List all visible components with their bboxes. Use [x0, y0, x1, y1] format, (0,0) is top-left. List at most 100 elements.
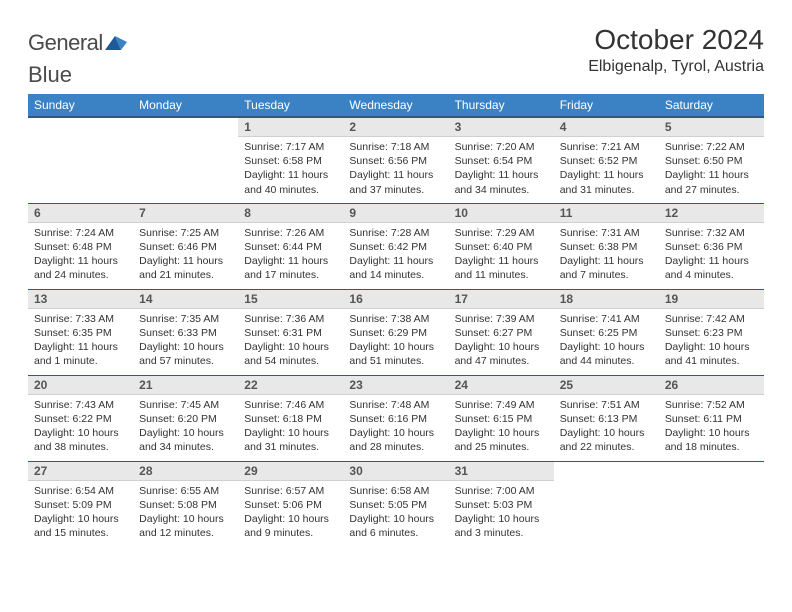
calendar-week-row: 13Sunrise: 7:33 AMSunset: 6:35 PMDayligh…	[28, 289, 764, 375]
sunset-line: Sunset: 6:33 PM	[139, 326, 232, 340]
day-details: Sunrise: 7:29 AMSunset: 6:40 PMDaylight:…	[449, 223, 554, 289]
daylight-line: Daylight: 11 hours and 14 minutes.	[349, 254, 442, 282]
sunset-line: Sunset: 6:44 PM	[244, 240, 337, 254]
calendar-day-cell	[659, 461, 764, 547]
calendar-table: Sunday Monday Tuesday Wednesday Thursday…	[28, 94, 764, 547]
day-number-row: 24	[449, 376, 554, 395]
brand-logo: General	[28, 24, 129, 56]
sunset-line: Sunset: 6:11 PM	[665, 412, 758, 426]
day-details: Sunrise: 6:54 AMSunset: 5:09 PMDaylight:…	[28, 481, 133, 548]
day-details: Sunrise: 7:31 AMSunset: 6:38 PMDaylight:…	[554, 223, 659, 289]
day-details: Sunrise: 7:22 AMSunset: 6:50 PMDaylight:…	[659, 137, 764, 203]
day-number: 22	[244, 378, 257, 392]
day-number: 20	[34, 378, 47, 392]
day-number-row: 28	[133, 462, 238, 481]
sunrise-line: Sunrise: 7:49 AM	[455, 398, 548, 412]
sunrise-line: Sunrise: 7:43 AM	[34, 398, 127, 412]
sunset-line: Sunset: 5:03 PM	[455, 498, 548, 512]
day-number-row: 3	[449, 118, 554, 137]
calendar-week-row: 6Sunrise: 7:24 AMSunset: 6:48 PMDaylight…	[28, 203, 764, 289]
day-number-row: 20	[28, 376, 133, 395]
day-number-row: 7	[133, 204, 238, 223]
day-details: Sunrise: 7:21 AMSunset: 6:52 PMDaylight:…	[554, 137, 659, 203]
calendar-day-cell: 7Sunrise: 7:25 AMSunset: 6:46 PMDaylight…	[133, 203, 238, 289]
calendar-day-cell: 13Sunrise: 7:33 AMSunset: 6:35 PMDayligh…	[28, 289, 133, 375]
day-number: 2	[349, 120, 356, 134]
daylight-line: Daylight: 11 hours and 4 minutes.	[665, 254, 758, 282]
day-details: Sunrise: 7:49 AMSunset: 6:15 PMDaylight:…	[449, 395, 554, 461]
day-number-row: 13	[28, 290, 133, 309]
day-number-row: 9	[343, 204, 448, 223]
day-number: 19	[665, 292, 678, 306]
calendar-day-cell: 18Sunrise: 7:41 AMSunset: 6:25 PMDayligh…	[554, 289, 659, 375]
sunrise-line: Sunrise: 7:17 AM	[244, 140, 337, 154]
day-details: Sunrise: 7:28 AMSunset: 6:42 PMDaylight:…	[343, 223, 448, 289]
sunrise-line: Sunrise: 7:00 AM	[455, 484, 548, 498]
calendar-day-cell	[133, 117, 238, 203]
calendar-day-cell: 31 Sunrise: 7:00 AMSunset: 5:03 PMDayligh…	[449, 461, 554, 547]
day-number: 31	[455, 464, 468, 478]
month-title: October 2024	[588, 24, 764, 56]
sunrise-line: Sunrise: 7:32 AM	[665, 226, 758, 240]
day-details: Sunrise: 7:41 AMSunset: 6:25 PMDaylight:…	[554, 309, 659, 375]
day-details: Sunrise: 7:36 AMSunset: 6:31 PMDaylight:…	[238, 309, 343, 375]
weekday-header: Tuesday	[238, 94, 343, 117]
day-number: 5	[665, 120, 672, 134]
calendar-day-cell	[554, 461, 659, 547]
day-number-row: 22	[238, 376, 343, 395]
day-number-row: 2	[343, 118, 448, 137]
day-details: Sunrise: 7:51 AMSunset: 6:13 PMDaylight:…	[554, 395, 659, 461]
daylight-line: Daylight: 10 hours and 9 minutes.	[244, 512, 337, 540]
daylight-line: Daylight: 11 hours and 11 minutes.	[455, 254, 548, 282]
day-details: Sunrise: 7:35 AMSunset: 6:33 PMDaylight:…	[133, 309, 238, 375]
calendar-day-cell: 14Sunrise: 7:35 AMSunset: 6:33 PMDayligh…	[133, 289, 238, 375]
day-number: 30	[349, 464, 362, 478]
sunset-line: Sunset: 6:35 PM	[34, 326, 127, 340]
sunset-line: Sunset: 6:22 PM	[34, 412, 127, 426]
day-number: 8	[244, 206, 251, 220]
sunset-line: Sunset: 6:16 PM	[349, 412, 442, 426]
day-details: Sunrise: 7:42 AMSunset: 6:23 PMDaylight:…	[659, 309, 764, 375]
calendar-day-cell: 27Sunrise: 6:54 AMSunset: 5:09 PMDayligh…	[28, 461, 133, 547]
daylight-line: Daylight: 10 hours and 22 minutes.	[560, 426, 653, 454]
weekday-header: Monday	[133, 94, 238, 117]
calendar-week-row: 1Sunrise: 7:17 AMSunset: 6:58 PMDaylight…	[28, 117, 764, 203]
day-number: 11	[560, 206, 573, 220]
daylight-line: Daylight: 10 hours and 57 minutes.	[139, 340, 232, 368]
day-number-row: 27	[28, 462, 133, 481]
weekday-header: Thursday	[449, 94, 554, 117]
calendar-day-cell: 24Sunrise: 7:49 AMSunset: 6:15 PMDayligh…	[449, 375, 554, 461]
calendar-day-cell: 28Sunrise: 6:55 AMSunset: 5:08 PMDayligh…	[133, 461, 238, 547]
calendar-day-cell: 9 Sunrise: 7:28 AMSunset: 6:42 PMDaylight…	[343, 203, 448, 289]
day-number-row: 15	[238, 290, 343, 309]
sunset-line: Sunset: 6:15 PM	[455, 412, 548, 426]
sunset-line: Sunset: 6:13 PM	[560, 412, 653, 426]
day-details: Sunrise: 7:24 AMSunset: 6:48 PMDaylight:…	[28, 223, 133, 289]
daylight-line: Daylight: 10 hours and 25 minutes.	[455, 426, 548, 454]
day-number-row: 12	[659, 204, 764, 223]
calendar-day-cell: 1Sunrise: 7:17 AMSunset: 6:58 PMDaylight…	[238, 117, 343, 203]
day-number-row: 1	[238, 118, 343, 137]
daylight-line: Daylight: 11 hours and 17 minutes.	[244, 254, 337, 282]
day-details: Sunrise: 6:58 AMSunset: 5:05 PMDaylight:…	[343, 481, 448, 548]
day-number-row: 16	[343, 290, 448, 309]
sunrise-line: Sunrise: 7:46 AM	[244, 398, 337, 412]
daylight-line: Daylight: 10 hours and 28 minutes.	[349, 426, 442, 454]
day-number: 9	[349, 206, 356, 220]
calendar-day-cell: 29Sunrise: 6:57 AMSunset: 5:06 PMDayligh…	[238, 461, 343, 547]
daylight-line: Daylight: 11 hours and 7 minutes.	[560, 254, 653, 282]
sunset-line: Sunset: 6:56 PM	[349, 154, 442, 168]
sunset-line: Sunset: 6:27 PM	[455, 326, 548, 340]
calendar-day-cell: 19 Sunrise: 7:42 AMSunset: 6:23 PMDayligh…	[659, 289, 764, 375]
calendar-week-row: 20 Sunrise: 7:43 AMSunset: 6:22 PM Dayligh…	[28, 375, 764, 461]
day-number: 26	[665, 378, 678, 392]
sunrise-line: Sunrise: 6:55 AM	[139, 484, 232, 498]
sunset-line: Sunset: 6:25 PM	[560, 326, 653, 340]
daylight-line: Daylight: 10 hours and 12 minutes.	[139, 512, 232, 540]
calendar-day-cell: 30 Sunrise: 6:58 AMSunset: 5:05 PMDayligh…	[343, 461, 448, 547]
day-details: Sunrise: 7:25 AMSunset: 6:46 PMDaylight:…	[133, 223, 238, 289]
weekday-header: Saturday	[659, 94, 764, 117]
day-details: Sunrise: 7:20 AMSunset: 6:54 PMDaylight:…	[449, 137, 554, 203]
day-details: Sunrise: 7:00 AMSunset: 5:03 PMDaylight:…	[449, 481, 554, 548]
calendar-week-row: 27Sunrise: 6:54 AMSunset: 5:09 PMDayligh…	[28, 461, 764, 547]
